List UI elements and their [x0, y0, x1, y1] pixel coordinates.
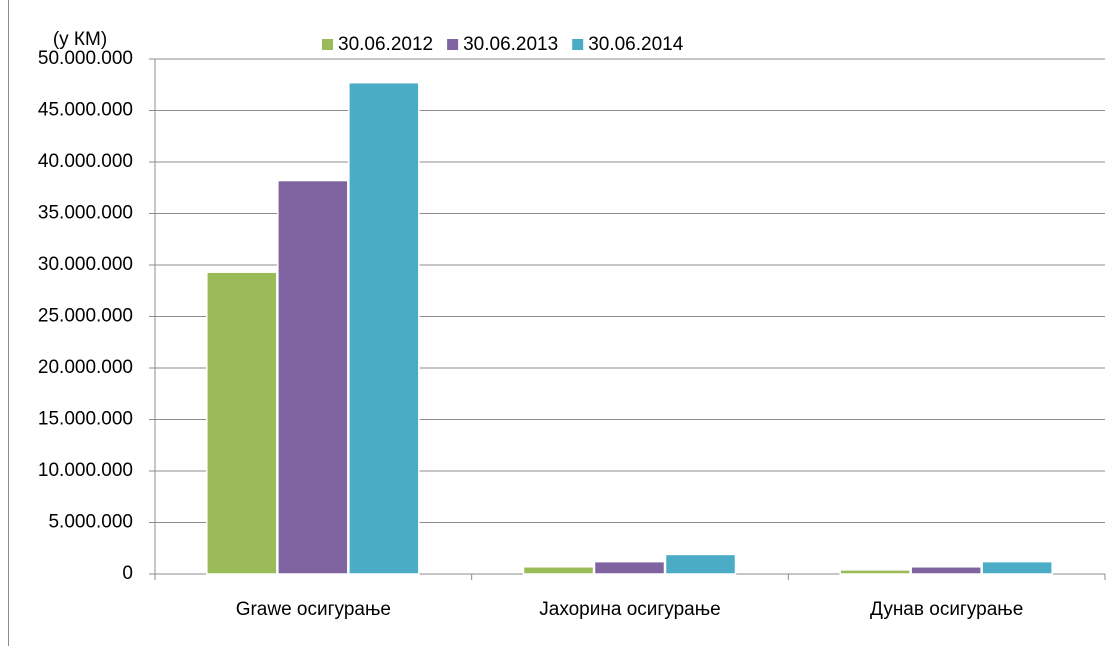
x-tick-label: Grawe осигурање	[236, 599, 391, 620]
y-tick-label: 15.000.000	[38, 409, 133, 430]
bar	[522, 566, 595, 575]
y-tick-label: 25.000.000	[38, 306, 133, 327]
legend-label: 30.06.2013	[463, 34, 558, 55]
y-tick-label: 20.000.000	[38, 357, 133, 378]
bar	[593, 560, 666, 575]
bar	[664, 553, 737, 575]
bar	[277, 179, 349, 575]
legend-swatch	[322, 39, 333, 50]
y-tick-label: 0	[122, 563, 133, 584]
bar	[839, 569, 911, 575]
bar	[206, 271, 278, 575]
legend-swatch	[572, 39, 584, 50]
y-axis-label: (у КМ)	[53, 29, 107, 50]
y-tick-label: 5.000.000	[48, 512, 133, 533]
legend-label: 30.06.2012	[338, 34, 433, 55]
legend-swatch	[447, 39, 459, 50]
y-tick-label: 40.000.000	[38, 151, 133, 172]
y-tick-label: 50.000.000	[38, 48, 133, 69]
y-tick-label: 30.000.000	[38, 254, 133, 275]
y-tick-label: 35.000.000	[38, 203, 133, 224]
y-tick-label: 10.000.000	[38, 460, 133, 481]
bar	[981, 560, 1053, 575]
x-tick-label: Јахорина осигурање	[539, 599, 720, 620]
bar	[348, 81, 420, 575]
y-tick-label: 45.000.000	[38, 100, 133, 121]
bar	[910, 566, 982, 575]
x-tick-label: Дунав осигурање	[870, 599, 1023, 620]
legend-label: 30.06.2014	[588, 34, 684, 55]
